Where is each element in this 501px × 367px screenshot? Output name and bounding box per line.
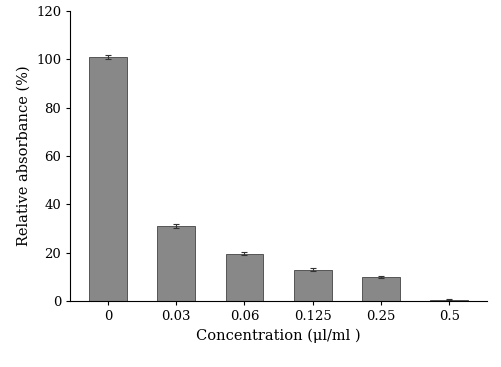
Bar bbox=[429, 300, 467, 301]
X-axis label: Concentration (μl/ml ): Concentration (μl/ml ) bbox=[196, 328, 360, 343]
Bar bbox=[294, 269, 331, 301]
Y-axis label: Relative absorbance (%): Relative absorbance (%) bbox=[17, 66, 31, 246]
Bar bbox=[89, 57, 127, 301]
Bar bbox=[362, 277, 399, 301]
Bar bbox=[157, 226, 194, 301]
Bar bbox=[225, 254, 263, 301]
